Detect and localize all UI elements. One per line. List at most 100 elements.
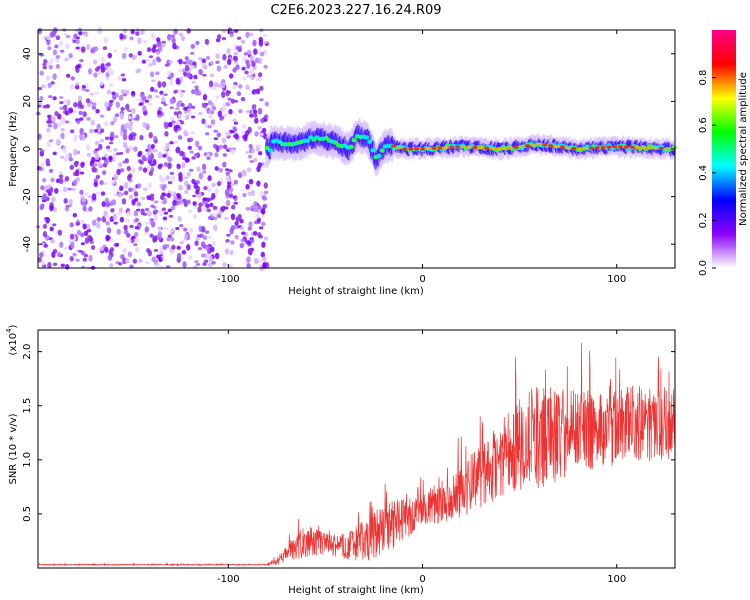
noise-cell [52,223,57,227]
noise-cell [212,240,217,247]
noise-cell [221,137,227,144]
noise-cell [39,252,44,258]
noise-cell [162,197,168,205]
noise-cell [96,217,101,222]
noise-cell [224,216,229,220]
noise-cell [248,221,253,228]
noise-cell [60,263,65,268]
noise-cell [192,214,198,219]
noise-cell [224,188,230,196]
noise-cell [104,161,110,165]
noise-cell [39,70,44,76]
noise-cell [178,171,183,179]
noise-cell [42,230,48,238]
noise-cell [110,208,115,213]
noise-cell [139,134,144,141]
noise-cell [47,124,52,128]
noise-cell [113,147,118,152]
noise-cell [107,52,113,59]
noise-cell [183,106,188,111]
noise-cell [40,149,45,153]
noise-cell [41,261,46,266]
noise-cell [230,130,235,134]
noise-cell [42,104,47,109]
noise-cell [62,104,68,111]
noise-cell [211,182,216,188]
noise-cell [50,238,55,244]
noise-cell [159,90,164,95]
noise-cell [157,106,163,111]
noise-cell [147,102,153,106]
noise-cell [88,195,93,199]
noise-cell [68,239,73,243]
noise-cell [163,121,168,127]
band-peak [420,147,425,151]
noise-cell [167,180,173,185]
band-peak [455,145,460,149]
noise-cell [152,159,157,166]
noise-cell [138,166,143,171]
noise-cell [189,168,194,172]
noise-cell [69,222,74,228]
noise-cell [258,57,263,65]
noise-cell [133,243,138,247]
noise-cell [221,36,227,41]
noise-cell [93,162,98,167]
noise-cell [96,70,102,76]
noise-cell [181,249,187,255]
noise-cell [58,170,63,175]
noise-cell [96,222,101,229]
band-peak [490,146,495,151]
noise-cell [67,187,72,191]
noise-cell [197,206,202,213]
noise-cell [52,207,58,213]
noise-cell [227,58,232,66]
noise-cell [46,162,51,167]
noise-cell [88,206,93,212]
noise-cell [134,231,139,237]
noise-cell [113,193,118,197]
noise-cell [147,182,152,188]
noise-cell [150,143,155,150]
noise-cell [45,216,50,224]
noise-cell [144,99,150,103]
noise-cell [212,205,218,209]
noise-cell [217,83,222,88]
noise-cell [167,156,172,162]
noise-cell [192,194,197,198]
noise-cell [194,240,199,247]
noise-cell [83,253,89,258]
snr-x-tick-label: -100 [217,574,240,585]
noise-cell [178,68,183,73]
band-peak [501,146,507,151]
noise-cell [169,98,174,104]
band-peak [542,143,548,147]
noise-cell [131,235,136,240]
noise-cell [119,131,125,136]
noise-cell [80,232,85,238]
noise-cell [125,103,130,111]
noise-cell [59,40,64,47]
noise-cell [179,120,185,125]
snr-x-axis-label: Height of straight line (km) [288,585,424,596]
noise-cell [191,178,196,185]
noise-cell [52,73,57,80]
noise-cell [106,89,112,95]
noise-cell [136,208,141,212]
noise-cell [135,114,140,121]
noise-cell [109,200,115,206]
noise-cell [50,177,55,183]
noise-cell [69,233,75,240]
band-peak [577,147,583,151]
noise-cell [103,154,109,158]
noise-cell [253,220,259,225]
noise-cell [150,32,156,40]
noise-cell [143,39,148,45]
noise-cell [155,56,161,62]
noise-cell [249,113,254,118]
noise-cell [193,205,199,209]
noise-cell [85,223,91,230]
noise-cell [157,81,162,89]
noise-cell [118,207,124,213]
noise-cell [152,44,157,49]
